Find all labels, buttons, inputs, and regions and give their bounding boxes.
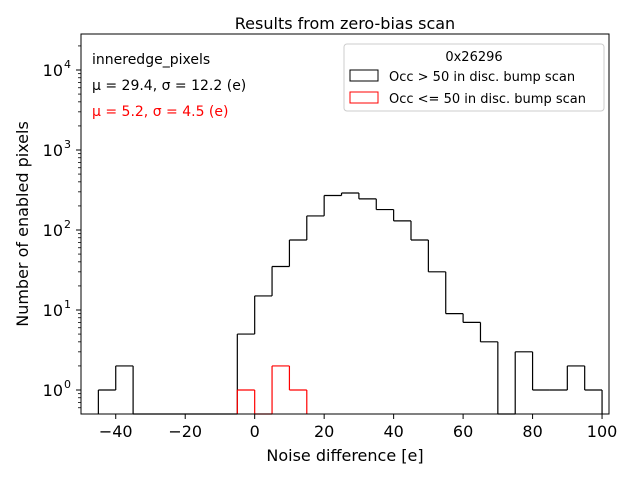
y-tick-exp-2: 2 <box>64 218 71 231</box>
legend: 0x26296 Occ > 50 in disc. bump scan Occ … <box>343 43 605 112</box>
annotation-stats-red: μ = 5.2, σ = 4.5 (e) <box>92 104 228 120</box>
annotation-label: inneredge_pixels <box>92 52 210 68</box>
y-tick-label-1: 10 <box>43 301 63 320</box>
chart-title: Results from zero-bias scan <box>235 14 455 33</box>
x-tick-label-4: 40 <box>383 422 403 441</box>
x-tick-label-6: 80 <box>522 422 542 441</box>
x-tick-label-7: 100 <box>587 422 618 441</box>
x-axis: −40 −20 0 20 40 60 80 100 <box>99 414 617 441</box>
legend-swatch-red <box>349 91 379 104</box>
y-tick-exp-3: 3 <box>64 138 71 151</box>
legend-box <box>343 43 605 112</box>
x-tick-label-1: −20 <box>168 422 202 441</box>
y-tick-exp-0: 0 <box>64 378 71 391</box>
legend-title: 0x26296 <box>445 50 502 65</box>
y-tick-label-4: 10 <box>43 61 63 80</box>
x-tick-label-2: 0 <box>250 422 260 441</box>
legend-swatch-black <box>349 69 379 82</box>
x-tick-label-0: −40 <box>99 422 133 441</box>
y-tick-exp-4: 4 <box>64 58 71 71</box>
y-tick-exp-1: 1 <box>64 298 71 311</box>
y-axis-label: Number of enabled pixels <box>13 121 32 327</box>
legend-entry-black: Occ > 50 in disc. bump scan <box>389 70 575 85</box>
legend-entry-red: Occ <= 50 in disc. bump scan <box>389 92 586 107</box>
annotation-stats-black: μ = 29.4, σ = 12.2 (e) <box>92 78 246 94</box>
y-tick-label-2: 10 <box>43 221 63 240</box>
y-tick-label-3: 10 <box>43 141 63 160</box>
x-axis-label: Noise difference [e] <box>266 446 423 465</box>
x-tick-label-3: 20 <box>314 422 334 441</box>
plot-frame <box>80 33 610 415</box>
x-tick-label-5: 60 <box>453 422 473 441</box>
y-tick-label-0: 10 <box>43 381 63 400</box>
